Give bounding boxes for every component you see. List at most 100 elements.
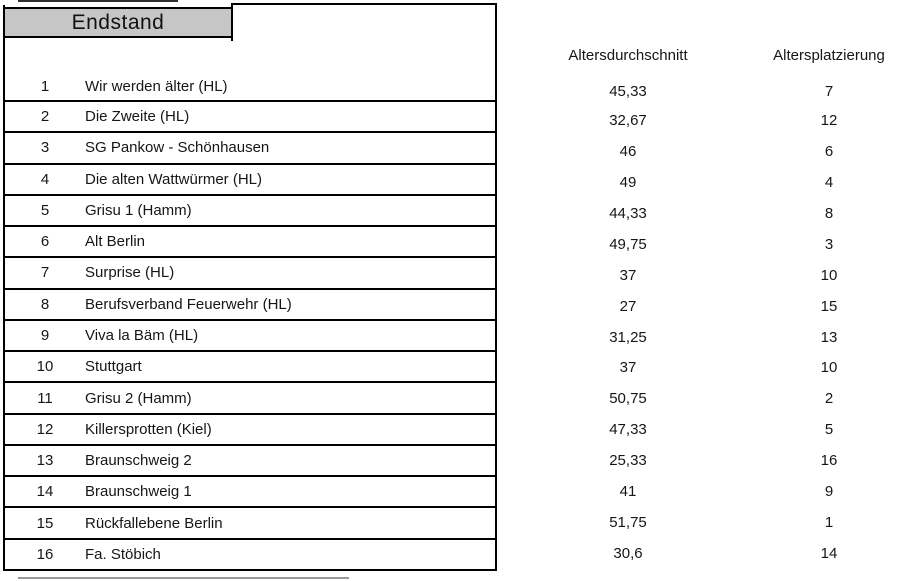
rank-value: 2 bbox=[824, 390, 834, 408]
avg-value: 45,33 bbox=[609, 83, 647, 100]
row-number: 12 bbox=[36, 420, 54, 438]
table-row: 13 Braunschweig 2 bbox=[5, 443, 495, 475]
table-row: 12 Killersprotten (Kiel) bbox=[5, 412, 495, 444]
rank-value: 5 bbox=[824, 421, 834, 439]
rank-value: 14 bbox=[820, 545, 838, 563]
table-row: 3 SG Pankow - Schönhausen bbox=[5, 131, 495, 162]
row-number: 4 bbox=[40, 170, 50, 188]
page-title: Endstand bbox=[71, 10, 165, 34]
cropped-line-top bbox=[18, 0, 178, 2]
row-number: 7 bbox=[40, 264, 50, 282]
value-row: 27 15 bbox=[540, 291, 903, 322]
avg-value: 44,33 bbox=[609, 204, 647, 222]
value-row: 49,75 3 bbox=[540, 229, 903, 260]
value-row: 37 10 bbox=[540, 260, 903, 291]
value-row: 32,67 12 bbox=[540, 105, 903, 136]
value-column-headers: Altersdurchschnitt Altersplatzierung bbox=[540, 47, 903, 64]
rank-value: 15 bbox=[820, 297, 838, 315]
value-row: 41 9 bbox=[540, 476, 903, 507]
row-number: 2 bbox=[40, 108, 50, 126]
value-columns: 45,33 7 32,67 12 46 6 49 4 44,33 8 49,75 3 37 10 27 15 3… bbox=[540, 5, 903, 569]
rank-value: 4 bbox=[824, 173, 834, 191]
team-name: Die alten Wattwürmer (HL) bbox=[85, 170, 262, 188]
rank-value: 13 bbox=[820, 328, 838, 346]
row-number: 13 bbox=[36, 452, 54, 470]
table-row: 7 Surprise (HL) bbox=[5, 256, 495, 287]
avg-value: 46 bbox=[619, 142, 637, 160]
row-number: 16 bbox=[36, 545, 54, 563]
row-number: 10 bbox=[36, 358, 54, 376]
avg-column-header: Altersdurchschnitt bbox=[568, 47, 688, 64]
avg-value: 25,33 bbox=[609, 452, 647, 470]
rank-value: 16 bbox=[820, 452, 838, 470]
row-number: 15 bbox=[36, 514, 54, 532]
value-row: 47,33 5 bbox=[540, 414, 903, 445]
table-row: 2 Die Zweite (HL) bbox=[5, 100, 495, 131]
avg-value: 50,75 bbox=[609, 390, 647, 408]
avg-value: 49 bbox=[619, 173, 637, 191]
table-top-border bbox=[231, 3, 497, 5]
value-row: 50,75 2 bbox=[540, 383, 903, 414]
team-name: Viva la Bäm (HL) bbox=[85, 326, 199, 344]
team-name: Killersprotten (Kiel) bbox=[85, 420, 212, 438]
table-row: 14 Braunschweig 1 bbox=[5, 475, 495, 506]
team-name: Wir werden älter (HL) bbox=[85, 78, 228, 95]
avg-value: 37 bbox=[619, 359, 637, 377]
table-row: 6 Alt Berlin bbox=[5, 225, 495, 256]
value-row: 49 4 bbox=[540, 167, 903, 198]
team-name: Grisu 2 (Hamm) bbox=[85, 389, 192, 407]
row-number: 8 bbox=[40, 295, 50, 313]
rank-value: 8 bbox=[824, 204, 834, 222]
team-name: Berufsverband Feuerwehr (HL) bbox=[85, 295, 292, 313]
row-number: 3 bbox=[40, 139, 50, 157]
team-name: Die Zweite (HL) bbox=[85, 108, 190, 126]
value-row: 30,6 14 bbox=[540, 538, 903, 569]
rank-value: 9 bbox=[824, 483, 834, 501]
value-row: 25,33 16 bbox=[540, 445, 903, 476]
standings-table: 1 Wir werden älter (HL) 2 Die Zweite (HL) 3 S… bbox=[3, 5, 497, 571]
rank-value: 1 bbox=[824, 514, 834, 532]
avg-value: 27 bbox=[619, 297, 637, 315]
team-name: Fa. Stöbich bbox=[85, 545, 161, 563]
cropped-line-bottom bbox=[18, 577, 349, 579]
avg-value: 31,25 bbox=[609, 328, 647, 346]
row-number: 5 bbox=[40, 201, 50, 219]
table-row: 8 Berufsverband Feuerwehr (HL) bbox=[5, 287, 495, 319]
table-row: 1 Wir werden älter (HL) bbox=[5, 41, 495, 100]
avg-value: 41 bbox=[619, 483, 637, 501]
value-row: 46 6 bbox=[540, 136, 903, 167]
table-row: 10 Stuttgart bbox=[5, 350, 495, 381]
avg-value: 30,6 bbox=[613, 545, 643, 563]
values-header-spacer bbox=[540, 5, 903, 41]
table-row: 16 Fa. Stöbich bbox=[5, 537, 495, 569]
team-name: Alt Berlin bbox=[85, 233, 146, 251]
table-row: 9 Viva la Bäm (HL) bbox=[5, 318, 495, 350]
value-row: 45,33 7 bbox=[540, 41, 903, 105]
table-row: 5 Grisu 1 (Hamm) bbox=[5, 193, 495, 225]
avg-value: 37 bbox=[619, 266, 637, 284]
value-row: 37 10 bbox=[540, 353, 903, 384]
value-row: 44,33 8 bbox=[540, 198, 903, 229]
avg-value: 51,75 bbox=[609, 514, 647, 532]
avg-value: 47,33 bbox=[609, 421, 647, 439]
team-name: Grisu 1 (Hamm) bbox=[85, 201, 192, 219]
value-row: 51,75 1 bbox=[540, 507, 903, 538]
rank-value: 10 bbox=[820, 266, 838, 284]
avg-value: 32,67 bbox=[609, 111, 647, 129]
rank-value: 3 bbox=[824, 235, 834, 253]
row-number: 9 bbox=[40, 326, 50, 344]
value-row: 31,25 13 bbox=[540, 322, 903, 353]
rank-value: 10 bbox=[820, 359, 838, 377]
endstand-header: Endstand bbox=[3, 7, 233, 38]
rank-value: 12 bbox=[820, 111, 838, 129]
avg-value: 49,75 bbox=[609, 235, 647, 253]
team-name: SG Pankow - Schönhausen bbox=[85, 139, 270, 157]
team-name: Rückfallebene Berlin bbox=[85, 514, 223, 532]
table-row: 4 Die alten Wattwürmer (HL) bbox=[5, 162, 495, 194]
rank-column-header: Altersplatzierung bbox=[773, 47, 885, 64]
row-number: 14 bbox=[36, 483, 54, 501]
table-row: 15 Rückfallebene Berlin bbox=[5, 506, 495, 537]
rank-value: 6 bbox=[824, 142, 834, 160]
row-number: 6 bbox=[40, 233, 50, 251]
